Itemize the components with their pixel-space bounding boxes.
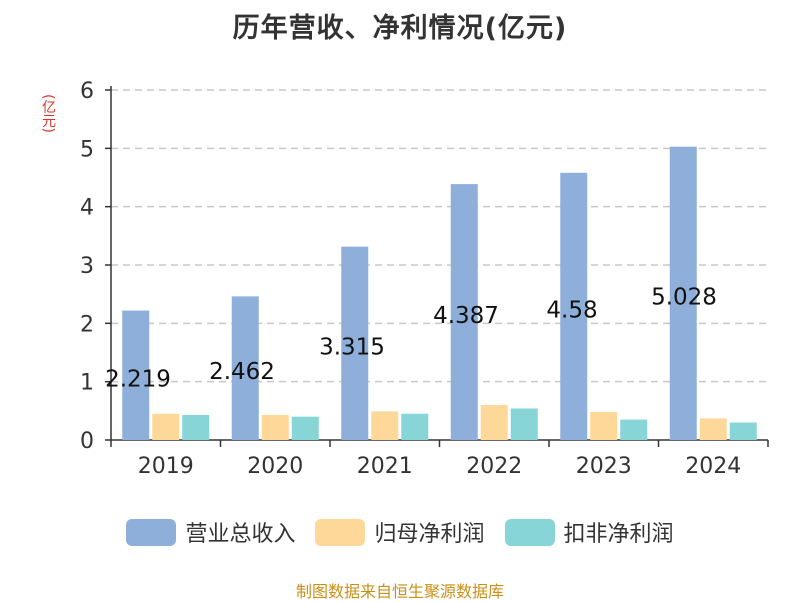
- bar-revenue: [450, 184, 478, 440]
- bar-revenue: [669, 146, 697, 440]
- bar-net-profit: [261, 414, 289, 440]
- y-tick-label: 4: [80, 196, 94, 221]
- legend-item-revenue[interactable]: 营业总收入: [126, 516, 295, 548]
- data-label: 4.387: [433, 303, 499, 329]
- x-tick-label: 2021: [357, 454, 413, 479]
- y-tick-label: 2: [80, 312, 94, 337]
- legend-swatch-revenue: [126, 518, 177, 546]
- bar-revenue: [122, 310, 150, 440]
- data-label: 5.028: [651, 284, 717, 310]
- bar-deducted-profit: [620, 419, 648, 440]
- legend: 营业总收入 归母净利润 扣非净利润: [0, 516, 800, 548]
- bar-revenue: [560, 172, 588, 441]
- bar-net-profit: [371, 411, 399, 440]
- y-tick-label: 3: [80, 254, 94, 279]
- legend-item-deducted-profit[interactable]: 扣非净利润: [504, 516, 674, 548]
- bar-revenue: [341, 246, 369, 440]
- y-tick-label: 5: [80, 137, 94, 162]
- y-axis-unit: (亿元): [40, 94, 56, 133]
- x-tick-label: 2024: [685, 454, 741, 479]
- bar-deducted-profit: [401, 413, 429, 440]
- bar-revenue: [231, 296, 259, 440]
- legend-swatch-net-profit: [315, 518, 366, 546]
- legend-label-revenue: 营业总收入: [185, 522, 296, 547]
- chart-title: 历年营收、净利情况(亿元): [232, 13, 568, 44]
- y-tick-label: 0: [80, 429, 94, 454]
- x-tick-label: 2019: [138, 454, 194, 479]
- x-tick-label: 2022: [466, 454, 522, 479]
- y-tick-label: 6: [80, 79, 94, 104]
- bar-net-profit: [152, 413, 180, 440]
- x-tick-label: 2023: [576, 454, 632, 479]
- y-tick-label: 1: [80, 371, 94, 396]
- data-label: 4.58: [546, 297, 597, 323]
- bar-net-profit: [699, 418, 727, 440]
- legend-swatch-deducted-profit: [504, 518, 555, 546]
- data-label: 2.219: [105, 366, 171, 392]
- bar-deducted-profit: [510, 408, 538, 440]
- legend-label-net-profit: 归母净利润: [374, 522, 485, 547]
- source-note: 制图数据来自恒生聚源数据库: [295, 582, 504, 601]
- bar-deducted-profit: [729, 422, 757, 440]
- bar-deducted-profit: [291, 416, 319, 440]
- plot-area: 0 1 2 3 4 5 6 2019 2.219 2020 2.462 2021 3.315 2022 4.…: [80, 79, 769, 479]
- bar-net-profit: [590, 412, 618, 440]
- x-tick-label: 2020: [247, 454, 303, 479]
- data-label: 3.315: [319, 334, 385, 360]
- bar-net-profit: [480, 405, 508, 440]
- data-label: 2.462: [209, 359, 275, 385]
- legend-item-net-profit[interactable]: 归母净利润: [315, 516, 485, 548]
- legend-label-deducted-profit: 扣非净利润: [563, 522, 674, 547]
- bar-deducted-profit: [182, 414, 210, 440]
